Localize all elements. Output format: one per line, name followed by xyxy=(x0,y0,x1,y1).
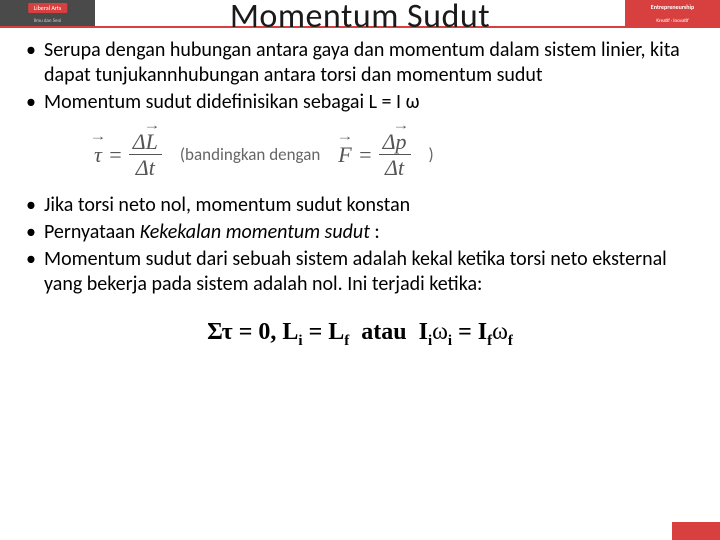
slide-title: Momentum Sudut xyxy=(0,0,720,37)
fraction-dL-dt: ΔL Δt xyxy=(129,131,162,179)
numerator: ΔL xyxy=(129,131,162,155)
list-item: Momentum sudut dari sebuah sistem adalah… xyxy=(24,247,696,297)
t-symbol: t xyxy=(398,155,404,180)
formula-torque: τ = ΔL Δt (bandingkan dengan F = Δp Δt ) xyxy=(24,117,696,193)
delta-symbol: Δ xyxy=(133,129,146,154)
L-symbol: L xyxy=(146,131,158,153)
slide-content: Serupa dengan hubungan antara gaya dan m… xyxy=(0,28,720,361)
delta-symbol: Δ xyxy=(383,129,396,154)
numerator: Δp xyxy=(379,131,411,155)
compare-text: (bandingkan dengan xyxy=(180,144,320,165)
equation-tau: τ = ΔL Δt xyxy=(94,131,162,179)
formula-conservation: Στ = 0, Li = Lf atau Iiωi = Ifωf xyxy=(24,299,696,361)
fraction-dp-dt: Δp Δt xyxy=(379,131,411,179)
equation-F: F = Δp Δt xyxy=(338,131,410,179)
tau-symbol: τ xyxy=(94,141,102,169)
p-symbol: p xyxy=(396,131,407,153)
list-item: Pernyataan Kekekalan momentum sudut : xyxy=(24,220,696,245)
denominator: Δt xyxy=(385,155,404,179)
equals-sign: = xyxy=(108,141,123,169)
list-item: Serupa dengan hubungan antara gaya dan m… xyxy=(24,38,696,88)
bullet-list-top: Serupa dengan hubungan antara gaya dan m… xyxy=(24,38,696,115)
bullet-list-bottom: Jika torsi neto nol, momentum sudut kons… xyxy=(24,193,696,297)
footer-accent xyxy=(672,522,720,540)
list-item: Jika torsi neto nol, momentum sudut kons… xyxy=(24,193,696,218)
close-paren: ) xyxy=(429,144,434,165)
t-symbol: t xyxy=(149,155,155,180)
italic-phrase: Kekekalan momentum sudut xyxy=(140,220,370,244)
equals-sign: = xyxy=(358,141,373,169)
delta-symbol: Δ xyxy=(136,155,149,180)
denominator: Δt xyxy=(136,155,155,179)
list-item: Momentum sudut didefinisikan sebagai L =… xyxy=(24,90,696,115)
F-symbol: F xyxy=(338,141,351,169)
delta-symbol: Δ xyxy=(385,155,398,180)
